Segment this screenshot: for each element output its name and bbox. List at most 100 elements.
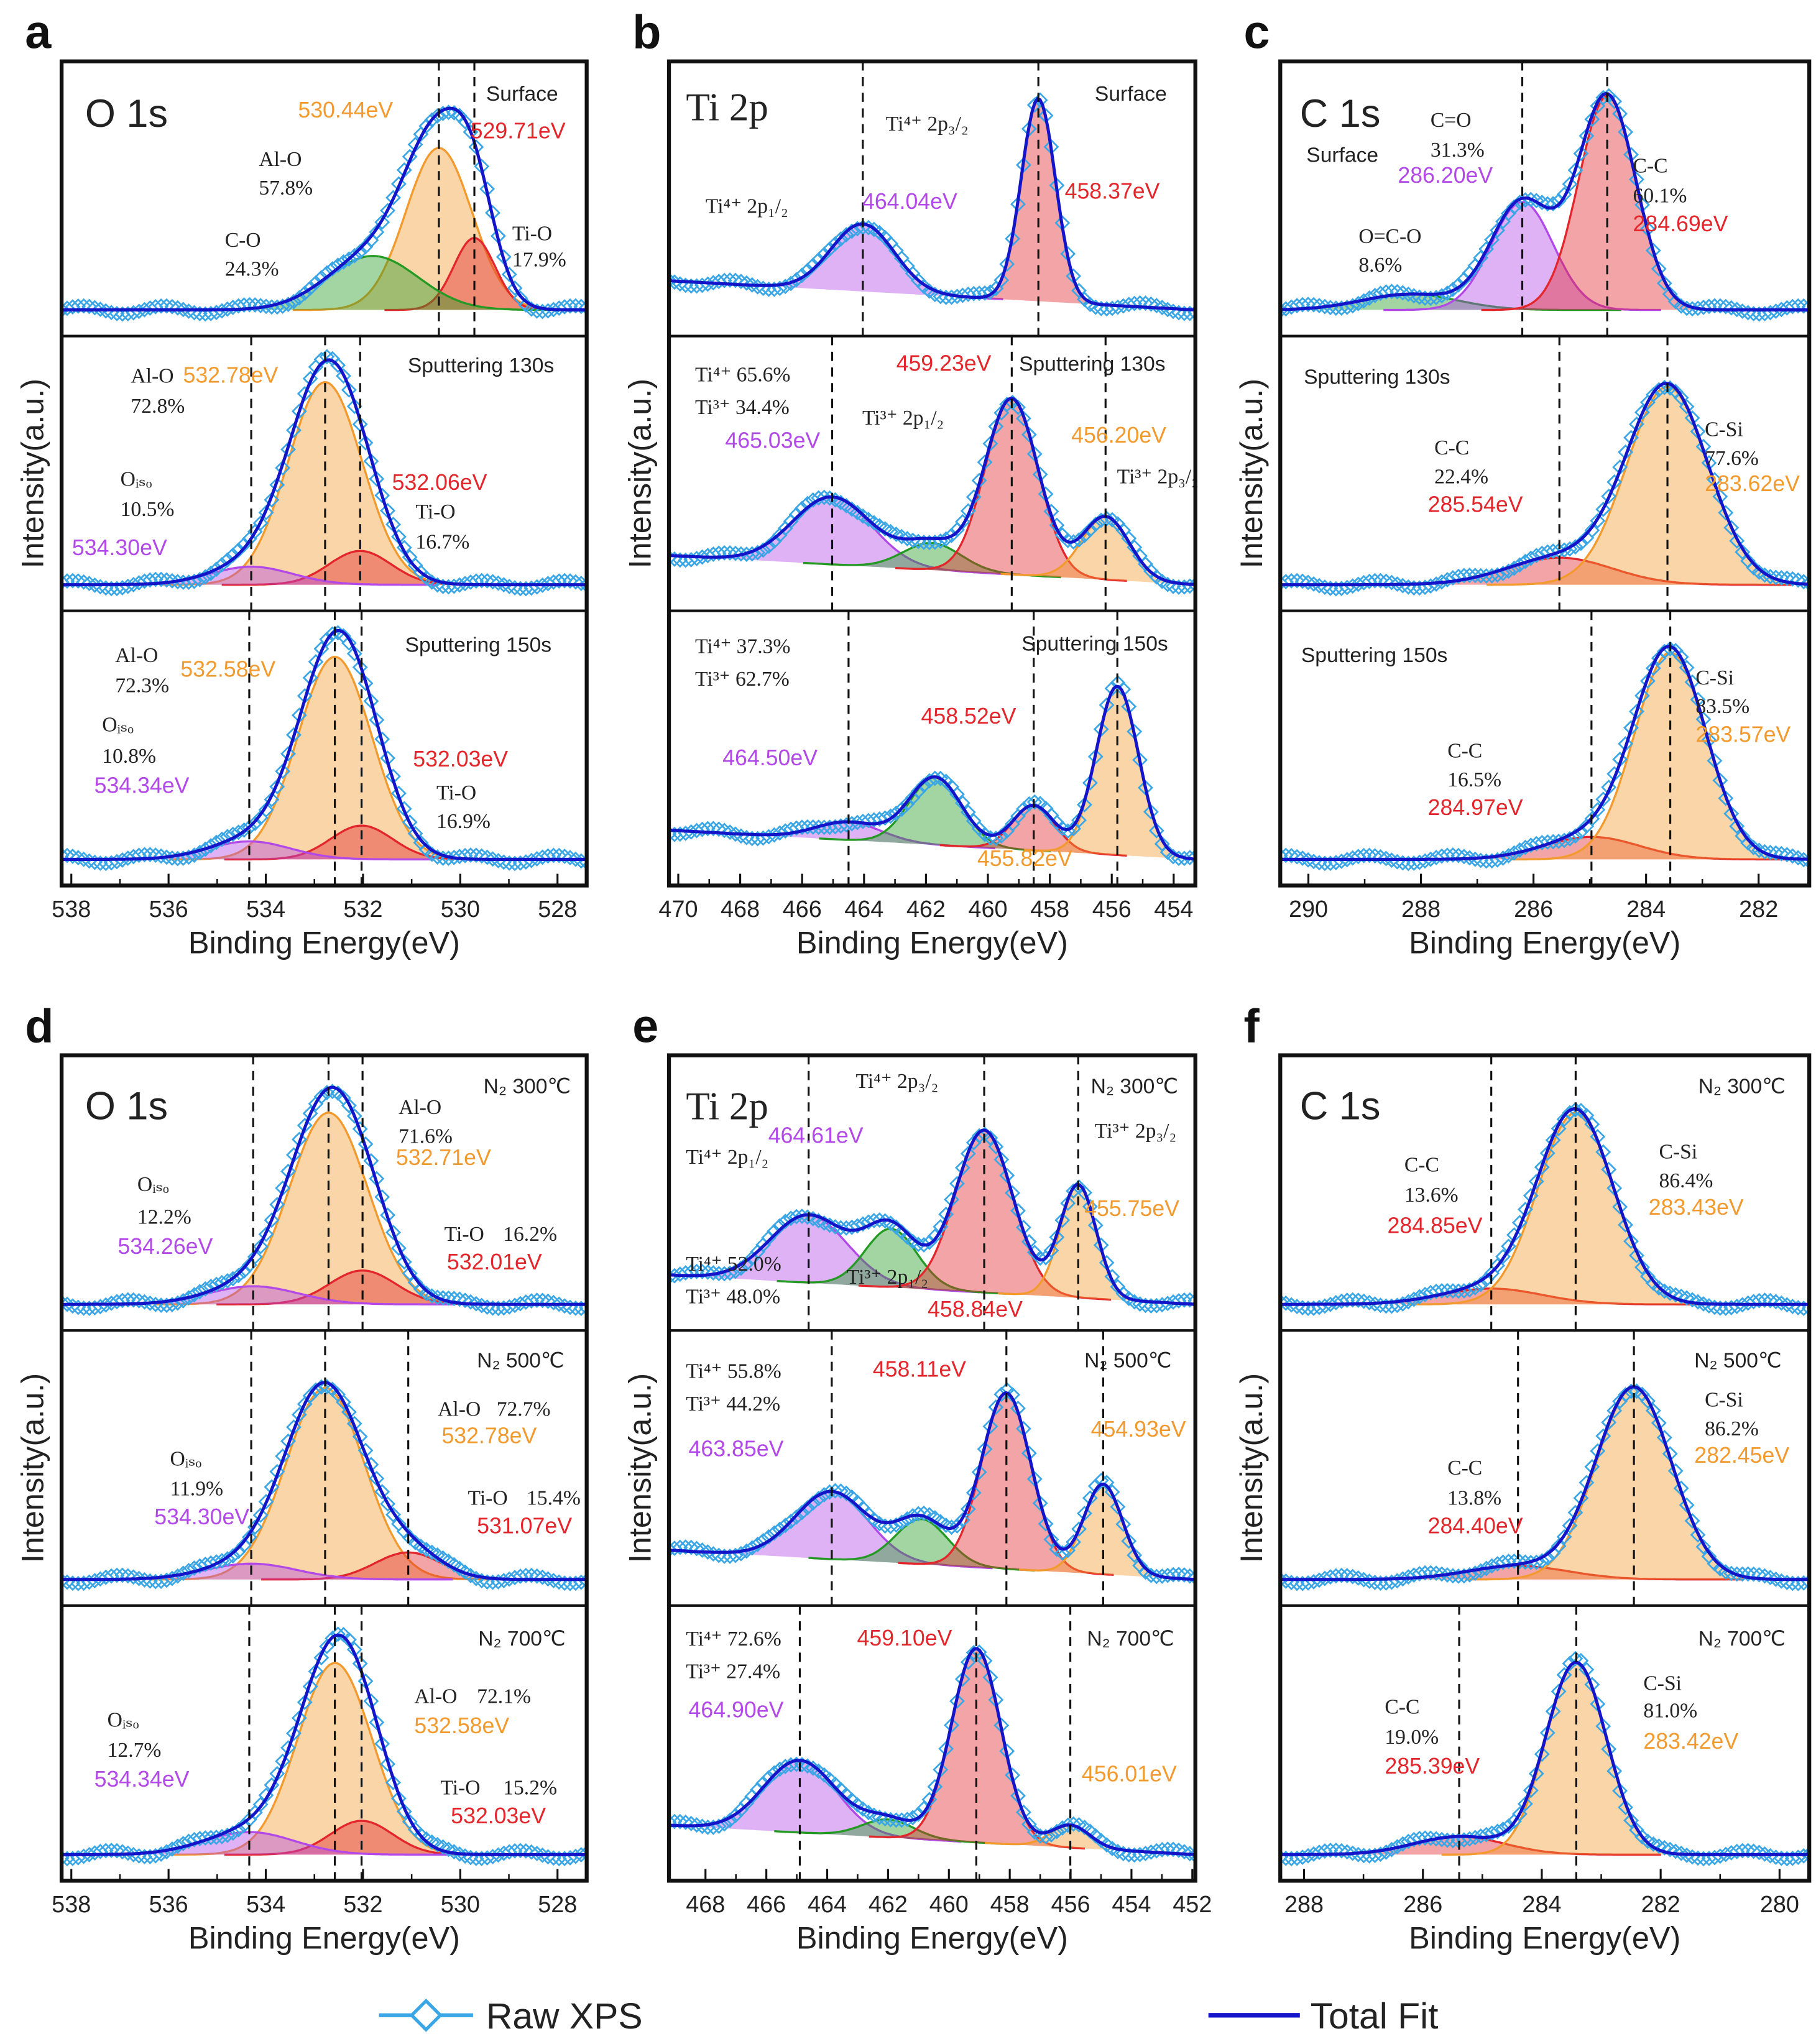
x-tick-label: 538 — [52, 1892, 91, 1918]
x-axis-title: Binding Energy(eV) — [796, 925, 1068, 960]
raw-xps-point — [236, 297, 252, 313]
raw-xps-point — [219, 1551, 236, 1567]
peak-annotation: C-C — [1447, 740, 1482, 763]
raw-xps-point — [1345, 1568, 1361, 1585]
raw-xps-point — [1556, 1667, 1572, 1683]
raw-xps-point — [1645, 387, 1661, 403]
raw-xps-point — [1345, 1292, 1361, 1308]
raw-xps-point — [1283, 1297, 1299, 1313]
raw-xps-point — [191, 1831, 208, 1846]
raw-xps-point — [512, 581, 528, 597]
raw-xps-point — [1673, 1845, 1689, 1861]
raw-xps-point — [1539, 1145, 1556, 1161]
raw-xps-point — [1143, 804, 1159, 820]
raw-xps-point — [1528, 1765, 1544, 1782]
raw-xps-point — [551, 847, 567, 863]
raw-xps-point — [1545, 1703, 1561, 1719]
x-tick-label: 532 — [343, 1892, 382, 1918]
raw-xps-point — [1077, 1185, 1092, 1200]
peak-annotation: 285.54eV — [1428, 492, 1523, 517]
raw-xps-point — [1434, 574, 1450, 590]
x-axis-title: Binding Energy(eV) — [1409, 925, 1680, 960]
raw-xps-point — [556, 573, 573, 589]
raw-xps-point — [523, 1293, 540, 1309]
peak-annotation: 86.2% — [1705, 1417, 1759, 1440]
peak-annotation: 532.71eV — [396, 1145, 491, 1170]
raw-xps-point — [252, 298, 269, 314]
raw-xps-point — [1490, 1823, 1506, 1839]
peak-annotation: 77.6% — [1705, 447, 1759, 470]
raw-xps-point — [669, 1814, 677, 1830]
raw-xps-point — [363, 453, 379, 469]
raw-xps-point — [1751, 1844, 1767, 1861]
raw-xps-point — [1127, 295, 1143, 311]
raw-xps-point — [474, 848, 490, 864]
raw-xps-point — [446, 1291, 462, 1307]
raw-xps-point — [694, 1264, 710, 1279]
raw-xps-point — [1187, 1570, 1196, 1586]
peak-fill — [964, 99, 1114, 306]
peak-annotation: Oᵢₛₒ — [102, 714, 134, 737]
raw-xps-point — [479, 849, 495, 865]
peak-annotation: 72.7% — [497, 1397, 551, 1420]
raw-xps-point — [683, 278, 699, 294]
raw-xps-point — [1294, 850, 1311, 866]
raw-xps-point — [396, 1803, 412, 1820]
raw-xps-point — [518, 1843, 534, 1859]
raw-xps-point — [1673, 1288, 1689, 1304]
peak-fill — [669, 1760, 962, 1842]
raw-xps-point — [479, 573, 495, 589]
peak-annotation: 284.69eV — [1633, 211, 1728, 236]
peak-annotation: 532.58eV — [414, 1713, 509, 1738]
raw-xps-point — [258, 505, 274, 520]
panel-frame — [1278, 1053, 1812, 1883]
raw-xps-point — [346, 398, 362, 415]
raw-xps-point — [772, 825, 788, 841]
peak-annotation: C-C — [1633, 154, 1668, 177]
raw-xps-point — [672, 1813, 688, 1830]
raw-xps-point — [855, 1216, 871, 1232]
raw-xps-point — [1690, 1527, 1706, 1543]
raw-xps-point — [1422, 1830, 1439, 1846]
raw-xps-point — [385, 190, 401, 206]
raw-xps-point — [136, 847, 152, 863]
condition-label: N₂ 300℃ — [1698, 1075, 1786, 1098]
raw-xps-point — [302, 1105, 318, 1121]
total-fit-line — [1280, 645, 1810, 861]
peak-annotation: Ti⁴⁺ 52.0% — [686, 1253, 781, 1276]
raw-xps-point — [744, 277, 760, 293]
raw-xps-point — [683, 1264, 699, 1280]
raw-xps-point — [1428, 1565, 1444, 1581]
peak-annotation: Ti⁴⁺ 2p₁/₂ — [706, 195, 788, 218]
raw-xps-point — [1695, 1539, 1712, 1555]
raw-xps-point — [1801, 299, 1810, 315]
raw-xps-point — [1378, 284, 1394, 300]
peak-fill — [1441, 1662, 1712, 1855]
raw-xps-point — [1606, 474, 1623, 490]
raw-xps-point — [1618, 1799, 1634, 1815]
raw-xps-point — [672, 1539, 688, 1555]
raw-xps-point — [1562, 1517, 1578, 1534]
raw-xps-point — [579, 577, 587, 593]
legend-fit-label: Total Fit — [1311, 1996, 1439, 2037]
raw-xps-point — [1784, 298, 1800, 315]
peak-fill — [224, 1820, 500, 1855]
raw-xps-point — [1400, 855, 1416, 872]
peak-annotation: 532.78eV — [441, 1424, 537, 1448]
raw-xps-point — [1784, 571, 1800, 587]
x-tick-label: 284 — [1626, 896, 1666, 923]
raw-xps-point — [153, 571, 169, 587]
raw-xps-point — [1790, 298, 1806, 314]
raw-xps-point — [1567, 162, 1583, 178]
raw-xps-point — [319, 1085, 335, 1100]
peak-curve — [1383, 201, 1661, 311]
condition-label: N₂ 300℃ — [1091, 1075, 1178, 1098]
x-tick-label: 464 — [808, 1892, 847, 1918]
raw-xps-point — [988, 1139, 1004, 1154]
raw-xps-point — [699, 1264, 716, 1280]
raw-xps-point — [407, 826, 423, 842]
peak-annotation: 60.1% — [1633, 185, 1687, 208]
peak-annotation: 11.9% — [170, 1478, 223, 1501]
raw-xps-point — [540, 1571, 556, 1587]
